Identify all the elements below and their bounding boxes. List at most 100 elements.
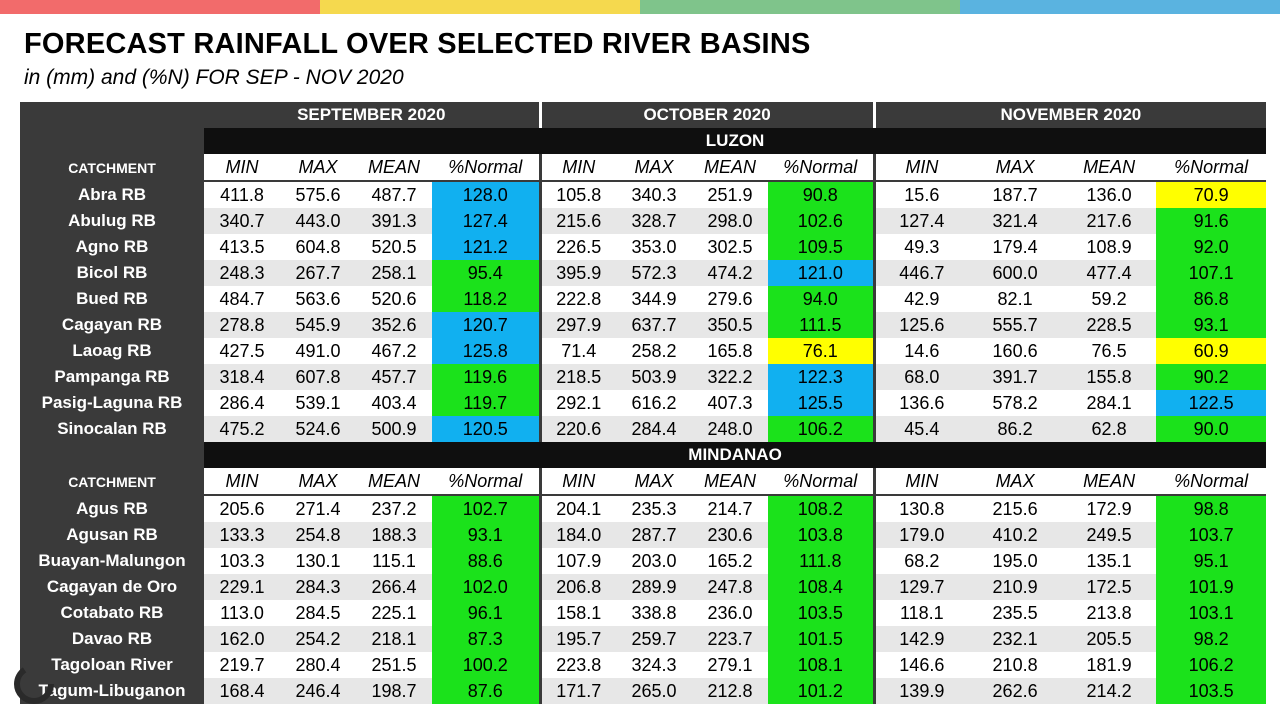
column-header: MIN [204,154,280,181]
percent-normal-cell: 120.7 [432,312,541,338]
rainfall-value-cell: 457.7 [356,364,432,390]
percent-normal-cell: 100.2 [432,652,541,678]
rainfall-value-cell: 206.8 [538,574,617,600]
table-row: Davao RB 162.0 254.2 218.1 87.3 195.7 259.7 223… [20,626,1267,652]
percent-normal-cell: 101.9 [1156,574,1267,600]
rainfall-value-cell: 76.5 [1062,338,1157,364]
rainfall-value-cell: 298.0 [692,208,769,234]
basin-name: Agus RB [20,495,204,522]
rainfall-value-cell: 410.2 [968,522,1063,548]
table-row: Pampanga RB 318.4 607.8 457.7 119.6 218.5 503.… [20,364,1267,390]
rainfall-value-cell: 267.7 [280,260,356,286]
rainfall-value-cell: 616.2 [616,390,693,416]
rainfall-value-cell: 181.9 [1062,652,1157,678]
rainfall-value-cell: 107.9 [538,548,617,574]
rainfall-value-cell: 210.9 [968,574,1063,600]
table-row: Sinocalan RB 475.2 524.6 500.9 120.5 220.6 284… [20,416,1267,442]
month-header: NOVEMBER 2020 [872,102,1267,128]
table-row: Abulug RB 340.7 443.0 391.3 127.4 215.6 328.7 2… [20,208,1267,234]
percent-normal-cell: 109.5 [768,234,875,260]
rainfall-value-cell: 251.5 [356,652,432,678]
rainfall-value-cell: 205.6 [204,494,280,522]
rainfall-value-cell: 328.7 [616,208,693,234]
rainfall-value-cell: 142.9 [872,626,969,652]
rainfall-value-cell: 165.8 [692,338,769,364]
table-row: Cotabato RB 113.0 284.5 225.1 96.1 158.1 338.8… [20,600,1267,626]
rainfall-value-cell: 179.4 [968,234,1063,260]
page-subtitle: in (mm) and (%N) FOR SEP - NOV 2020 [24,66,404,89]
rainfall-value-cell: 251.9 [692,180,769,208]
rainfall-value-cell: 195.7 [538,626,617,652]
rainfall-value-cell: 302.5 [692,234,769,260]
rainfall-value-cell: 103.3 [204,548,280,574]
catchment-label: CATCHMENT [20,155,204,181]
percent-normal-cell: 108.4 [768,574,875,600]
rainfall-value-cell: 71.4 [538,338,617,364]
percent-normal-cell: 87.3 [432,626,541,652]
rainfall-value-cell: 500.9 [356,416,432,442]
percent-normal-cell: 102.7 [432,494,541,522]
rainfall-value-cell: 545.9 [280,312,356,338]
rainfall-value-cell: 604.8 [280,234,356,260]
table-row: Agusan RB 133.3 254.8 188.3 93.1 184.0 287.7 23… [20,522,1267,548]
color-strip-red [0,0,320,14]
rainfall-value-cell: 217.6 [1062,208,1157,234]
rainfall-value-cell: 284.4 [616,416,693,442]
percent-normal-cell: 95.4 [432,260,541,286]
column-header: MEAN [692,468,769,495]
rainfall-value-cell: 184.0 [538,522,617,548]
rainfall-value-cell: 133.3 [204,522,280,548]
basin-name: Abra RB [20,181,204,208]
percent-normal-cell: 118.2 [432,286,541,312]
column-header: MAX [968,154,1063,181]
rainfall-value-cell: 223.7 [692,626,769,652]
rainfall-value-cell: 467.2 [356,338,432,364]
basin-name: Pampanga RB [20,364,204,390]
table-row: Bued RB 484.7 563.6 520.6 118.2 222.8 344.9 279… [20,286,1267,312]
column-header: MIN [538,468,617,495]
rainfall-value-cell: 49.3 [872,234,969,260]
rainfall-value-cell: 265.0 [616,678,693,704]
percent-normal-cell: 88.6 [432,548,541,574]
rainfall-table: CATCHMENT SEPTEMBER 2020 OCTOBER 2020 NOVEM… [20,102,1267,704]
rainfall-value-cell: 271.4 [280,494,356,522]
percent-normal-cell: 122.5 [1156,390,1267,416]
table-row: Cagayan de Oro 229.1 284.3 266.4 102.0 206.8 2… [20,574,1267,600]
rainfall-value-cell: 135.1 [1062,548,1157,574]
rainfall-value-cell: 204.1 [538,494,617,522]
table-row: Bicol RB 248.3 267.7 258.1 95.4 395.9 572.3 474… [20,260,1267,286]
column-header: %Normal [432,154,541,181]
rainfall-value-cell: 214.7 [692,494,769,522]
rainfall-value-cell: 236.0 [692,600,769,626]
rainfall-value-cell: 284.1 [1062,390,1157,416]
column-header: MIN [538,154,617,181]
basin-name: Buayan-Malungon [20,548,204,574]
percent-normal-cell: 98.2 [1156,626,1267,652]
rainfall-value-cell: 118.1 [872,600,969,626]
rainfall-value-cell: 475.2 [204,416,280,442]
rainfall-value-cell: 637.7 [616,312,693,338]
rainfall-value-cell: 168.4 [204,678,280,704]
rainfall-value-cell: 228.5 [1062,312,1157,338]
rainfall-value-cell: 214.2 [1062,678,1157,704]
rainfall-value-cell: 578.2 [968,390,1063,416]
percent-normal-cell: 102.0 [432,574,541,600]
percent-normal-cell: 70.9 [1156,180,1267,208]
basin-name: Bued RB [20,286,204,312]
rainfall-value-cell: 220.6 [538,416,617,442]
rainfall-value-cell: 68.2 [872,548,969,574]
month-header-row: CATCHMENT SEPTEMBER 2020 OCTOBER 2020 NOVEM… [20,102,1267,181]
percent-normal-cell: 122.3 [768,364,875,390]
region-label: MINDANAO [204,442,1267,468]
percent-normal-cell: 90.8 [768,180,875,208]
rainfall-value-cell: 113.0 [204,600,280,626]
table-row: Agus RB 205.6 271.4 237.2 102.7 204.1 235.3 214… [20,494,1267,522]
column-header-row: MIN MAX MEAN %Normal MIN MAX MEAN %Normal MIN MAX… [20,154,1267,181]
rainfall-value-cell: 230.6 [692,522,769,548]
percent-normal-cell: 120.5 [432,416,541,442]
rainfall-value-cell: 411.8 [204,180,280,208]
rainfall-value-cell: 127.4 [872,208,969,234]
rainfall-value-cell: 213.8 [1062,600,1157,626]
rainfall-value-cell: 218.1 [356,626,432,652]
column-header: MEAN [1062,154,1157,181]
